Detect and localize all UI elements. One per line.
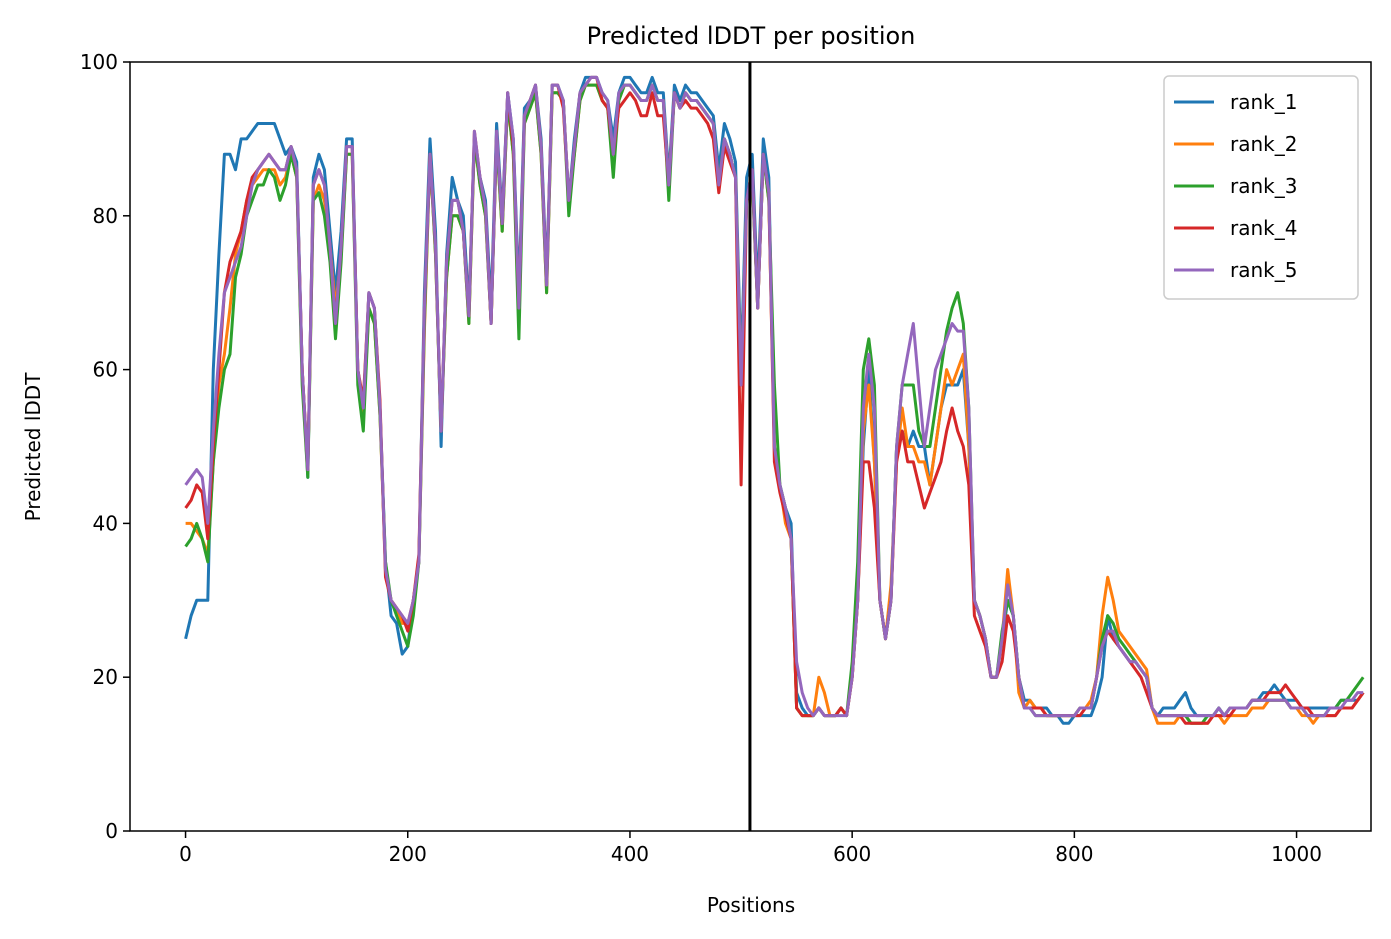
x-tick-label: 400 xyxy=(611,842,649,866)
x-tick-label: 600 xyxy=(833,842,871,866)
legend-label-rank_5: rank_5 xyxy=(1230,258,1297,282)
y-axis-ticks: 0 20 40 60 80 100 xyxy=(80,50,130,843)
legend-label-rank_2: rank_2 xyxy=(1230,132,1297,156)
y-tick-label: 80 xyxy=(93,204,118,228)
x-tick-label: 1000 xyxy=(1271,842,1322,866)
plot-lines xyxy=(184,75,1365,725)
legend-label-rank_4: rank_4 xyxy=(1230,216,1297,240)
legend-box xyxy=(1163,75,1359,300)
x-axis-label: Positions xyxy=(707,893,795,917)
x-tick-label: 200 xyxy=(389,842,427,866)
legend-label-rank_1: rank_1 xyxy=(1230,90,1297,114)
legend: rank_1 rank_2 rank_3 rank_4 rank_5 xyxy=(1163,75,1359,300)
x-tick-label: 800 xyxy=(1055,842,1093,866)
y-tick-label: 40 xyxy=(93,511,118,535)
y-axis-label: Predicted lDDT xyxy=(21,372,45,522)
plot-frame xyxy=(129,61,1372,832)
y-tick-label: 60 xyxy=(93,358,118,382)
y-tick-label: 0 xyxy=(105,819,118,843)
x-axis-ticks: 0 200 400 600 800 1000 xyxy=(179,831,1322,866)
y-tick-label: 100 xyxy=(80,50,118,74)
y-tick-label: 20 xyxy=(93,665,118,689)
legend-label-rank_3: rank_3 xyxy=(1230,174,1297,198)
chart-title: Predicted lDDT per position xyxy=(587,22,916,50)
x-tick-label: 0 xyxy=(179,842,192,866)
series-line-rank_5 xyxy=(184,75,1364,718)
